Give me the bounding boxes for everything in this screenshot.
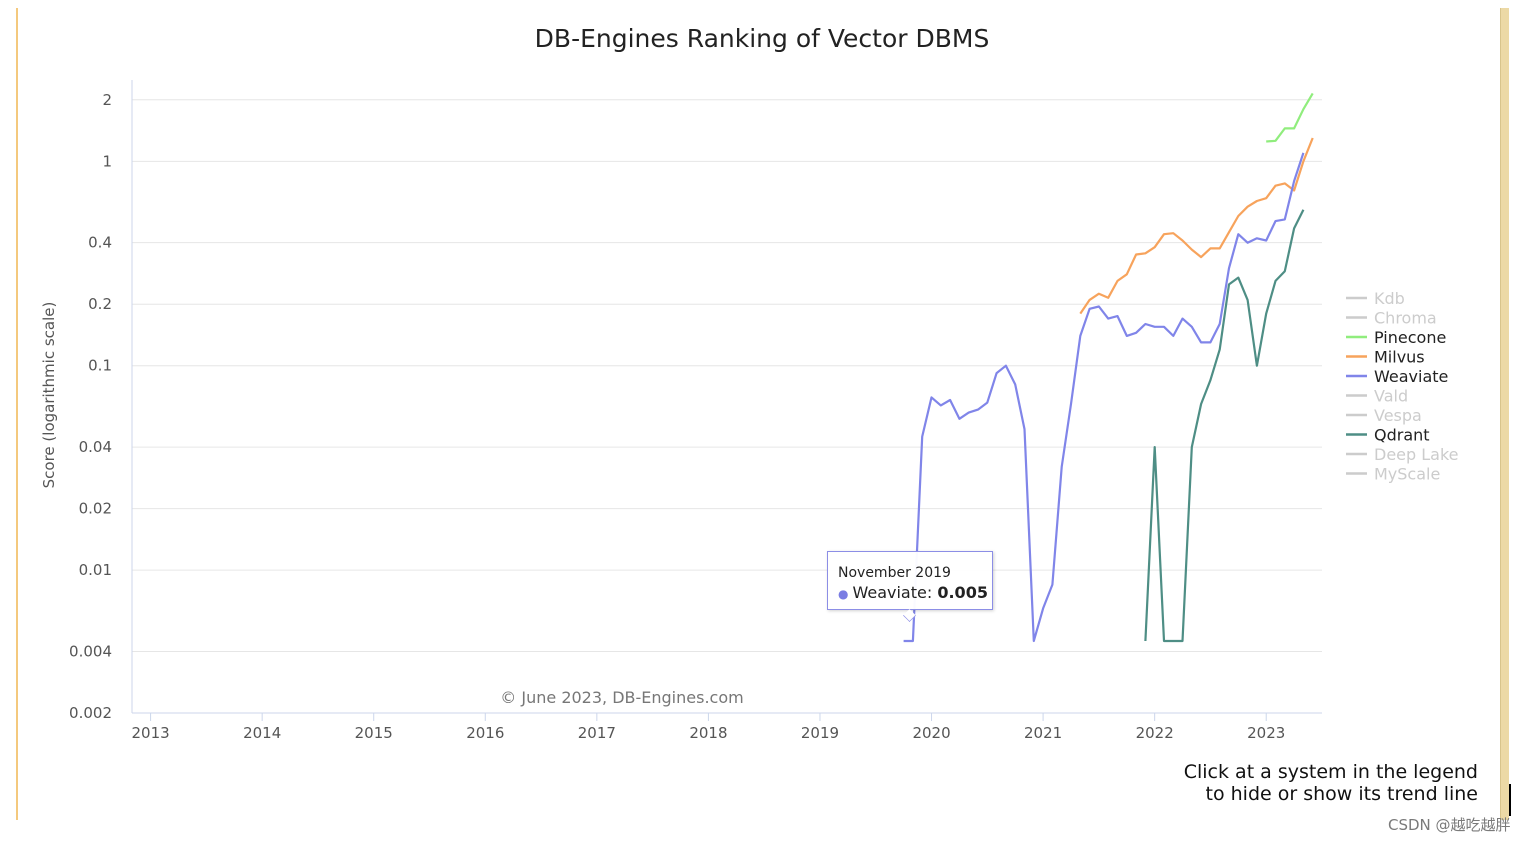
tooltip-date: November 2019	[838, 565, 951, 581]
y-tick-label: 0.02	[79, 500, 112, 518]
legend[interactable]: KdbChromaPineconeMilvusWeaviateValdVespa…	[1346, 289, 1459, 484]
chart-title: DB-Engines Ranking of Vector DBMS	[535, 24, 990, 53]
legend-label: MyScale	[1374, 465, 1440, 484]
x-tick-label: 2022	[1136, 724, 1174, 742]
x-tick-label: 2015	[355, 724, 393, 742]
y-tick-label: 0.4	[88, 234, 112, 252]
tooltip-series-dot-icon: ●	[838, 587, 849, 601]
y-tick-label: 1	[102, 152, 112, 170]
y-tick-label: 0.01	[79, 561, 112, 579]
y-tick-label: 0.2	[88, 295, 112, 313]
tooltip-row: ● Weaviate: 0.005	[838, 582, 992, 605]
text-cursor	[1509, 784, 1511, 816]
legend-item-milvus[interactable]: Milvus	[1346, 348, 1425, 367]
legend-label: Weaviate	[1374, 367, 1448, 386]
legend-item-pinecone[interactable]: Pinecone	[1346, 328, 1446, 347]
series-line-weaviate	[903, 152, 1305, 643]
legend-item-vespa[interactable]: Vespa	[1346, 406, 1422, 425]
tooltip: November 2019 ● Weaviate: 0.005	[827, 551, 993, 610]
legend-item-weaviate[interactable]: Weaviate	[1346, 367, 1448, 386]
legend-label: Kdb	[1374, 289, 1405, 308]
frame-right-border	[1500, 8, 1509, 820]
series-lines	[903, 92, 1314, 643]
tooltip-value: 0.005	[937, 583, 988, 602]
y-tick-label: 0.1	[88, 357, 112, 375]
legend-label: Vald	[1374, 387, 1408, 406]
y-axis-label: Score (logarithmic scale)	[40, 302, 58, 489]
y-tick-label: 0.04	[79, 438, 112, 456]
tooltip-colon: :	[926, 583, 938, 602]
y-tick-label: 0.002	[69, 704, 112, 722]
legend-label: Milvus	[1374, 348, 1425, 367]
legend-item-chroma[interactable]: Chroma	[1346, 309, 1437, 328]
legend-item-kdb[interactable]: Kdb	[1346, 289, 1405, 308]
series-line-pinecone	[1266, 92, 1314, 143]
legend-label: Qdrant	[1374, 426, 1430, 445]
legend-label: Deep Lake	[1374, 445, 1459, 464]
legend-item-myscale[interactable]: MyScale	[1346, 465, 1440, 484]
legend-label: Vespa	[1374, 406, 1422, 425]
tooltip-series-name: Weaviate	[852, 583, 927, 602]
legend-label: Chroma	[1374, 309, 1437, 328]
x-tick-label: 2018	[689, 724, 727, 742]
x-tick-label: 2020	[912, 724, 950, 742]
legend-item-qdrant[interactable]: Qdrant	[1346, 426, 1430, 445]
axes: 2 1 0.4 0.2 0.1 0.04 0.02 0.01 0.004 0.002 2013 201…	[69, 80, 1322, 742]
x-tick-label: 2013	[132, 724, 170, 742]
series-line-milvus	[1079, 137, 1314, 315]
legend-label: Pinecone	[1374, 328, 1446, 347]
series-line-qdrant	[1144, 209, 1305, 643]
legend-item-deep-lake[interactable]: Deep Lake	[1346, 445, 1459, 464]
x-tick-label: 2014	[243, 724, 281, 742]
x-tick-label: 2017	[578, 724, 616, 742]
x-tick-label: 2016	[466, 724, 504, 742]
x-tick-label: 2023	[1247, 724, 1285, 742]
legend-hint-line-2: to hide or show its trend line	[1205, 783, 1478, 805]
legend-hint-line-1: Click at a system in the legend	[1183, 761, 1478, 783]
legend-hint: Click at a system in the legend to hide …	[1140, 761, 1478, 805]
x-tick-label: 2021	[1024, 724, 1062, 742]
grid	[132, 99, 1322, 714]
watermark: CSDN @越吃越胖	[1388, 816, 1511, 834]
frame-left-border	[16, 8, 18, 820]
legend-item-vald[interactable]: Vald	[1346, 387, 1408, 406]
y-tick-label: 2	[102, 91, 112, 109]
y-tick-label: 0.004	[69, 642, 112, 660]
credits-text: © June 2023, DB-Engines.com	[500, 688, 743, 707]
x-tick-label: 2019	[801, 724, 839, 742]
